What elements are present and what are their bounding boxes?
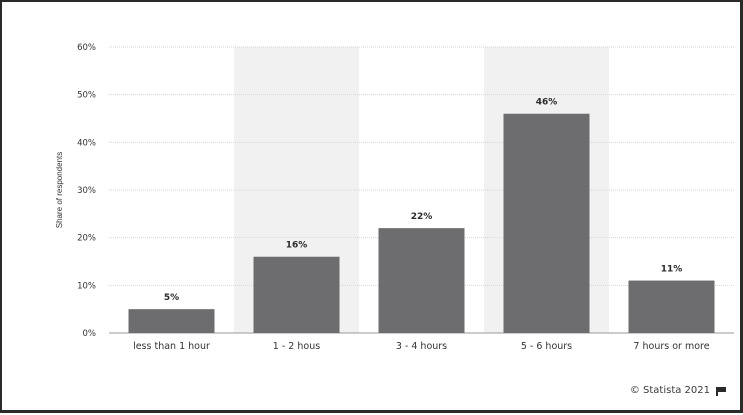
bar — [628, 280, 715, 333]
y-tick-label: 50% — [77, 91, 96, 101]
credit-text: © Statista 2021 — [629, 385, 710, 396]
value-label: 16% — [286, 241, 308, 251]
y-tick-label: 20% — [77, 234, 96, 244]
category-label: 1 - 2 hous — [273, 341, 320, 352]
category-label: 3 - 4 hours — [396, 341, 447, 352]
category-label: 7 hours or more — [633, 341, 709, 352]
y-tick-label: 30% — [77, 186, 96, 196]
flag-icon[interactable] — [716, 386, 726, 396]
value-label: 11% — [661, 265, 683, 275]
bar — [253, 256, 340, 333]
y-tick-label: 40% — [77, 138, 96, 148]
source-credit[interactable]: © Statista 2021 — [630, 385, 726, 396]
value-label: 22% — [411, 212, 433, 222]
bar — [128, 309, 215, 333]
category-label: less than 1 hour — [133, 341, 210, 352]
y-axis-title: Share of respondents — [55, 152, 64, 229]
value-label: 46% — [536, 98, 558, 108]
y-tick-label: 10% — [77, 281, 96, 291]
value-label: 5% — [164, 293, 179, 303]
bar — [378, 228, 465, 333]
y-tick-label: 60% — [77, 43, 96, 53]
bar — [503, 113, 590, 333]
category-label: 5 - 6 hours — [521, 341, 572, 352]
y-tick-label: 0% — [83, 329, 97, 339]
